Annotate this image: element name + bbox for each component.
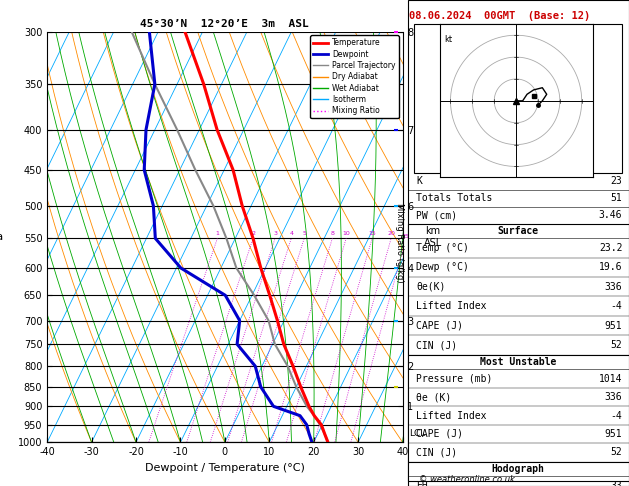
Bar <box>408 355 629 462</box>
Text: 33: 33 <box>611 481 622 486</box>
Text: Totals Totals: Totals Totals <box>416 193 493 203</box>
Text: 3.46: 3.46 <box>599 210 622 220</box>
Text: Temp (°C): Temp (°C) <box>416 243 469 253</box>
Text: K: K <box>416 176 422 186</box>
Text: Pressure (mb): Pressure (mb) <box>416 374 493 383</box>
Text: 336: 336 <box>604 392 622 402</box>
Text: 23.2: 23.2 <box>599 243 622 253</box>
Text: 23: 23 <box>611 176 622 186</box>
Y-axis label: hPa: hPa <box>0 232 3 242</box>
Text: 336: 336 <box>604 282 622 292</box>
Text: -4: -4 <box>611 301 622 311</box>
Text: Surface: Surface <box>498 226 539 236</box>
Text: 15: 15 <box>368 231 376 236</box>
Text: θe (K): θe (K) <box>416 392 452 402</box>
Y-axis label: km
ASL: km ASL <box>424 226 442 248</box>
Text: Mixing Ratio (g/kg): Mixing Ratio (g/kg) <box>395 203 404 283</box>
Text: -4: -4 <box>611 411 622 420</box>
Text: 3: 3 <box>273 231 277 236</box>
Text: kt: kt <box>444 35 452 44</box>
Legend: Temperature, Dewpoint, Parcel Trajectory, Dry Adiabat, Wet Adiabat, Isotherm, Mi: Temperature, Dewpoint, Parcel Trajectory… <box>310 35 399 118</box>
Text: Lifted Index: Lifted Index <box>416 301 487 311</box>
Text: 20: 20 <box>387 231 395 236</box>
Text: 19.6: 19.6 <box>599 262 622 272</box>
Text: Dewp (°C): Dewp (°C) <box>416 262 469 272</box>
Text: CIN (J): CIN (J) <box>416 340 457 350</box>
Text: 25: 25 <box>401 234 409 239</box>
Text: Lifted Index: Lifted Index <box>416 411 487 420</box>
Text: 10: 10 <box>342 231 350 236</box>
Text: 08.06.2024  00GMT  (Base: 12): 08.06.2024 00GMT (Base: 12) <box>409 11 590 21</box>
Text: 4: 4 <box>289 231 293 236</box>
Text: 951: 951 <box>604 321 622 330</box>
Title: 45°30’N  12°20’E  3m  ASL: 45°30’N 12°20’E 3m ASL <box>140 19 309 30</box>
Text: 51: 51 <box>611 193 622 203</box>
Text: CAPE (J): CAPE (J) <box>416 321 464 330</box>
Text: 951: 951 <box>604 429 622 439</box>
Text: PW (cm): PW (cm) <box>416 210 457 220</box>
Text: 52: 52 <box>611 340 622 350</box>
Text: θe(K): θe(K) <box>416 282 446 292</box>
Text: 2: 2 <box>251 231 255 236</box>
Text: 52: 52 <box>611 448 622 457</box>
Text: CAPE (J): CAPE (J) <box>416 429 464 439</box>
Text: Most Unstable: Most Unstable <box>480 357 557 367</box>
Text: Hodograph: Hodograph <box>492 464 545 474</box>
Text: 5: 5 <box>303 231 306 236</box>
Bar <box>408 224 629 355</box>
Bar <box>408 462 629 481</box>
Text: 8: 8 <box>330 231 334 236</box>
Text: CIN (J): CIN (J) <box>416 448 457 457</box>
Text: 1014: 1014 <box>599 374 622 383</box>
Bar <box>415 24 622 173</box>
Text: © weatheronline.co.uk: © weatheronline.co.uk <box>419 474 515 484</box>
X-axis label: Dewpoint / Temperature (°C): Dewpoint / Temperature (°C) <box>145 463 305 473</box>
Text: EH: EH <box>416 481 428 486</box>
Text: 1: 1 <box>216 231 220 236</box>
Text: LCL: LCL <box>409 429 426 438</box>
